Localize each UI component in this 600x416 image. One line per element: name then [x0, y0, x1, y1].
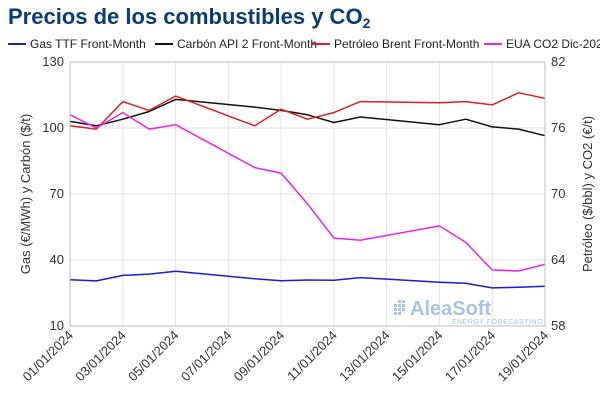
legend-item: Gas TTF Front-Month: [8, 37, 146, 51]
aleasoft-logo-icon: [394, 300, 405, 315]
watermark-tagline: ENERGY FORECASTING: [452, 319, 543, 326]
x-tick-label: 17/01/2024: [442, 328, 499, 385]
y-tick-right: 58: [551, 318, 565, 333]
series-line: [69, 270, 546, 289]
series-line: [69, 111, 546, 272]
plot-frame: [69, 61, 546, 327]
series-lines: [69, 92, 546, 289]
y-tick-right: 82: [551, 54, 565, 69]
legend-label: Carbón API 2 Front-Month: [177, 37, 317, 51]
plot-area-border: [69, 61, 546, 327]
x-tick-label: 09/01/2024: [231, 328, 288, 385]
chart-title: Precios de los combustibles y CO2: [8, 4, 371, 31]
legend-item: Petróleo Brent Front-Month: [312, 37, 479, 51]
y-tick-left: 130: [42, 54, 64, 69]
y-tick-right: 70: [551, 186, 565, 201]
y-axis-left: 10 40 70 100 130: [42, 54, 64, 333]
x-tick-label: 19/01/2024: [494, 328, 551, 385]
series-line: [69, 98, 546, 137]
x-tick-label: 03/01/2024: [72, 328, 129, 385]
watermark-brand: AleaSoft: [410, 298, 491, 320]
x-tick-label: 15/01/2024: [389, 328, 446, 385]
legend-label: Gas TTF Front-Month: [30, 37, 146, 51]
x-axis: 01/01/202403/01/202405/01/202407/01/2024…: [19, 328, 551, 385]
watermark: AleaSoft ENERGY FORECASTING: [394, 298, 543, 326]
x-tick-label: 05/01/2024: [125, 328, 182, 385]
gridlines: [70, 62, 545, 326]
legend-label: EUA CO2 Dic-2024: [506, 37, 600, 51]
legend-item: Carbón API 2 Front-Month: [155, 37, 317, 51]
y-tick-left: 10: [50, 318, 64, 333]
y-tick-left: 40: [50, 252, 64, 267]
legend-label: Petróleo Brent Front-Month: [334, 37, 479, 51]
y-axis-right: 58 64 70 76 82: [551, 54, 565, 333]
legend-item: EUA CO2 Dic-2024: [484, 37, 600, 51]
legend: Gas TTF Front-Month Carbón API 2 Front-Mo…: [8, 37, 600, 51]
y-tick-left: 100: [42, 120, 64, 135]
x-tick-label: 07/01/2024: [178, 328, 235, 385]
y-tick-left: 70: [50, 186, 64, 201]
y-axis-right-label: Petróleo ($/bbl) y CO2 (€/t): [580, 116, 595, 272]
series-line: [69, 92, 546, 130]
x-tick-label: 01/01/2024: [19, 328, 76, 385]
x-tick-label: 13/01/2024: [336, 328, 393, 385]
y-tick-right: 76: [551, 120, 565, 135]
y-tick-right: 64: [551, 252, 565, 267]
x-tick-label: 11/01/2024: [284, 328, 340, 384]
y-axis-left-label: Gas (€/MWh) y Carbón ($/t): [18, 114, 33, 274]
